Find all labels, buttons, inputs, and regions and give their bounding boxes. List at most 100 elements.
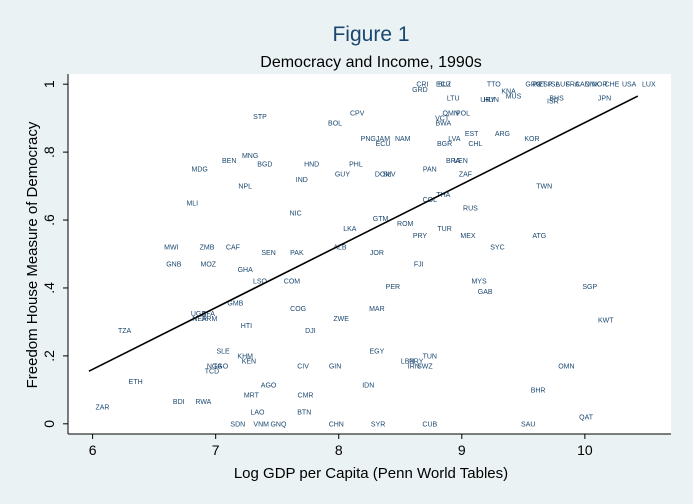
point-label: MRT (244, 392, 260, 399)
point-label: PRT (532, 82, 547, 89)
x-tick-label: 9 (458, 442, 466, 458)
point-label: EGY (369, 348, 384, 355)
point-label: PNG (361, 136, 376, 143)
point-label: THA (436, 192, 450, 199)
point-label: HND (304, 162, 319, 169)
point-label: KWT (598, 318, 614, 325)
point-label: GNQ (270, 421, 287, 428)
plot-area (68, 74, 671, 434)
point-label: CHL (468, 141, 482, 148)
point-label: JPN (598, 95, 611, 102)
point-label: AUS (556, 82, 571, 89)
point-label: ZMB (200, 245, 215, 252)
point-label: HTI (241, 323, 252, 330)
point-label: NOR (592, 82, 608, 89)
point-label: DNK (585, 82, 600, 89)
point-label: GAB (478, 289, 493, 296)
point-label: TUR (437, 226, 451, 233)
point-label: LVA (448, 136, 461, 143)
point-label: MOZ (201, 262, 217, 269)
point-label: JOR (370, 250, 384, 257)
point-label: BGR (437, 141, 452, 148)
fit-line (88, 95, 639, 372)
point-label: ISR (547, 99, 559, 106)
point-label: DOM (375, 172, 392, 179)
point-label: IRN (408, 364, 420, 371)
point-label: AGO (261, 382, 277, 389)
point-label: ECU (376, 141, 391, 148)
point-label: GRC (525, 82, 541, 89)
point-label: TUN (423, 353, 437, 360)
point-label: LUX (642, 82, 656, 89)
y-axis-label: Freedom House Measure of Democracy (24, 121, 41, 388)
point-label: ATG (532, 233, 546, 240)
point-label: SWZ (417, 364, 433, 371)
point-label: GUY (335, 172, 351, 179)
y-tick-label: 0 (41, 420, 57, 428)
point-label: CAN (575, 82, 590, 89)
point-label: DJI (305, 328, 316, 335)
point-label: ARM (202, 316, 218, 323)
point-label: VNM (253, 421, 269, 428)
point-label: ALB (333, 245, 347, 252)
point-label: PAN (423, 167, 437, 174)
point-label: MEX (460, 233, 476, 240)
point-label: QAT (579, 415, 594, 422)
point-label: BRA (446, 158, 461, 165)
point-label: ESP (538, 82, 552, 89)
point-label: MWI (164, 245, 178, 252)
point-label: PER (386, 284, 400, 291)
point-label: NPL (238, 184, 252, 191)
point-label: MLI (186, 201, 198, 208)
point-label: LTU (447, 95, 460, 102)
point-label: SEN (261, 250, 275, 257)
point-label: URY (480, 97, 495, 104)
point-label: SYC (490, 245, 504, 252)
point-label: CAF (226, 245, 240, 252)
x-axis-ticks: 6 7 8 9 10 (89, 434, 593, 458)
point-label: SAU (521, 421, 535, 428)
point-label: RUS (463, 206, 478, 213)
point-label: BOL (328, 121, 342, 128)
point-label: COM (284, 279, 301, 286)
chart-subtitle: Democracy and Income, 1990s (260, 54, 481, 71)
point-label: MYS (471, 279, 487, 286)
point-label: GNB (166, 262, 182, 269)
point-label: TCD (205, 369, 219, 376)
x-tick-label: 10 (577, 442, 593, 458)
point-label: CIV (297, 364, 309, 371)
chart-title: Figure 1 (332, 23, 409, 46)
point-label: RWA (195, 399, 211, 406)
y-tick-label: 1 (41, 80, 57, 88)
y-tick-label: .2 (41, 350, 57, 362)
point-label: USA (622, 82, 637, 89)
point-label: TZA (118, 328, 132, 335)
point-label: GMB (227, 301, 243, 308)
point-label: ZWE (333, 316, 349, 323)
point-label: MAR (369, 306, 385, 313)
point-label: OMN (558, 364, 574, 371)
data-points: CRI ECUBLZGRDTTOKNAMUSGRCPRTESPISLAUSFRAC… (95, 82, 656, 429)
point-label: TWN (536, 184, 552, 191)
point-label: SLV (383, 172, 396, 179)
point-label: OMN (443, 111, 459, 118)
point-label: BLZ (438, 82, 452, 89)
point-label: SGP (582, 284, 597, 291)
x-tick-label: 8 (335, 442, 343, 458)
y-tick-label: .6 (41, 214, 57, 226)
point-label: CPV (350, 111, 365, 118)
point-label: LBN (401, 358, 415, 365)
point-label: ROM (397, 221, 414, 228)
point-label: IDN (362, 382, 374, 389)
point-label: GHA (238, 267, 254, 274)
point-label: POL (456, 111, 470, 118)
point-label: BEN (222, 158, 236, 165)
point-label: UGA (191, 311, 207, 318)
point-label: MDG (192, 167, 208, 174)
point-label: FRA (566, 82, 580, 89)
point-label: TGO (213, 364, 229, 371)
y-tick-label: .4 (41, 282, 57, 294)
point-label: CHE (605, 82, 620, 89)
y-tick-label: .8 (41, 146, 57, 158)
x-axis-label: Log GDP per Capita (Penn World Tables) (234, 465, 508, 482)
